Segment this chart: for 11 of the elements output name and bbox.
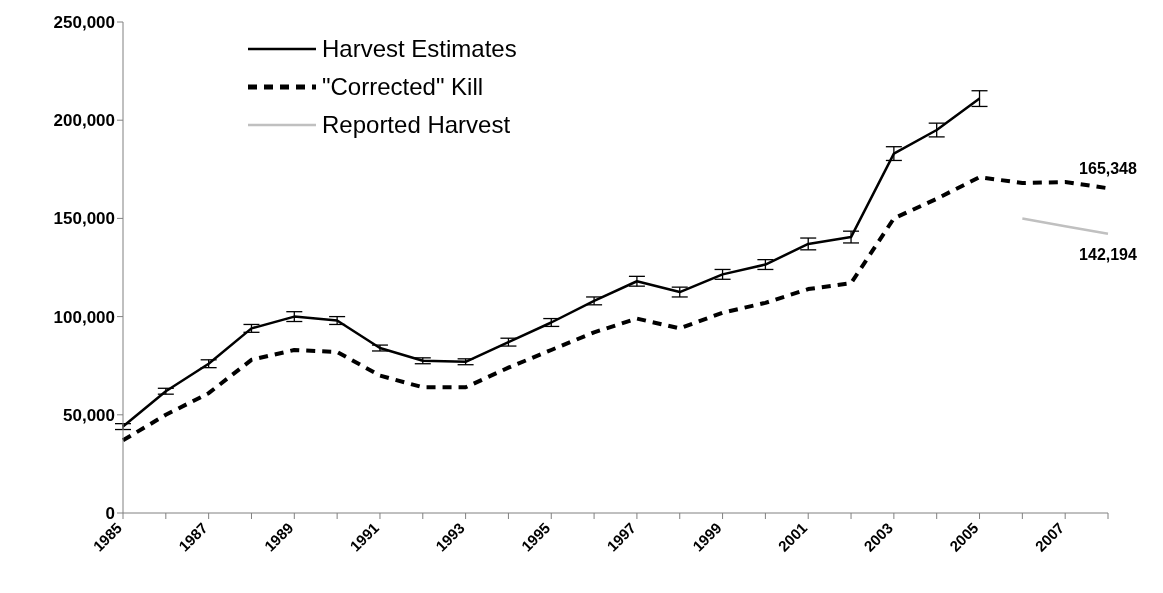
y-tick-label: 200,000 bbox=[53, 111, 115, 131]
legend-label: Reported Harvest bbox=[322, 110, 511, 140]
y-tick-label: 150,000 bbox=[53, 209, 115, 229]
y-tick-label: 0 bbox=[105, 504, 115, 524]
data-label: 165,348 bbox=[1079, 160, 1138, 178]
y-tick-label: 100,000 bbox=[53, 307, 115, 327]
data-label: 142,194 bbox=[1079, 245, 1138, 263]
y-tick-label: 50,000 bbox=[63, 405, 115, 425]
legend-label: "Corrected" Kill bbox=[322, 72, 484, 102]
legend-label: Harvest Estimates bbox=[322, 34, 517, 64]
y-tick-label: 250,000 bbox=[53, 13, 115, 33]
